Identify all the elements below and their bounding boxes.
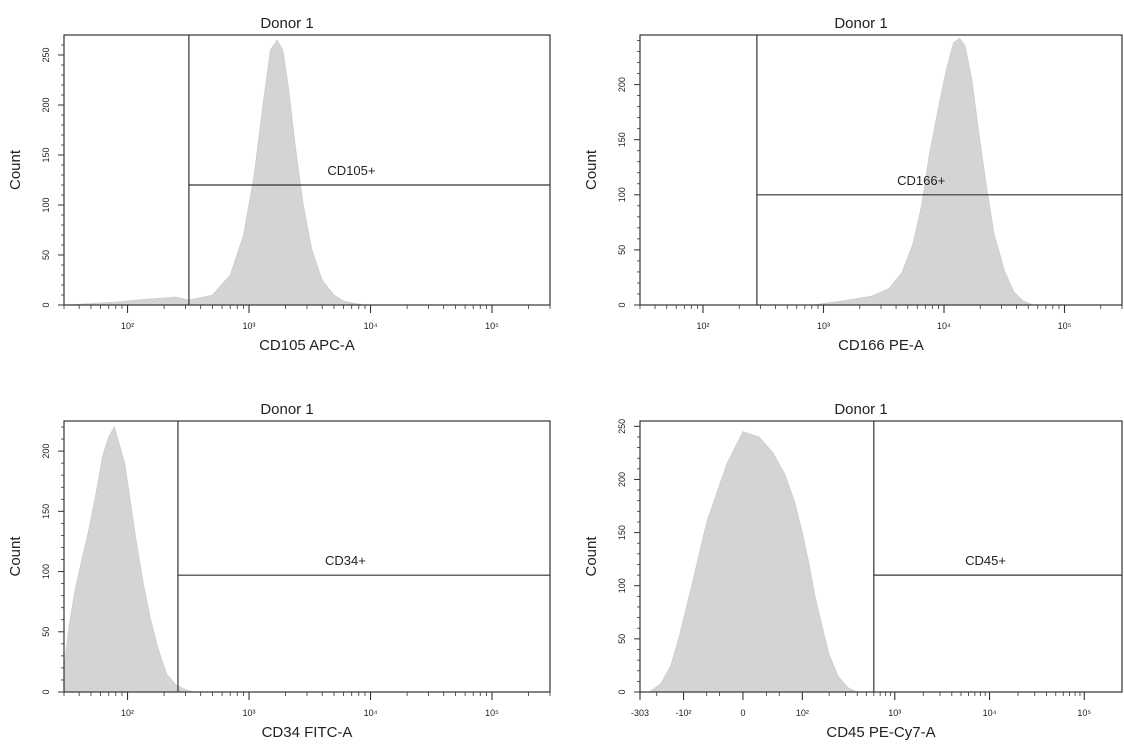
- y-tick-label: 100: [41, 564, 51, 579]
- histogram-panel-1: CD105+ Donor 1 0 50 100 150 200 250 Count 10² 10³ 1…: [7, 15, 551, 354]
- histogram-area: [811, 37, 1034, 306]
- x-axis-title: CD45 PE-Cy7-A: [826, 724, 935, 741]
- x-tick-label: 10³: [243, 708, 256, 718]
- gate-label: CD105+: [327, 163, 375, 178]
- panel-title: Donor 1: [834, 15, 887, 32]
- x-axis-title: CD34 FITC-A: [262, 724, 353, 741]
- x-tick-label: 10³: [243, 321, 256, 331]
- y-tick-label: 100: [617, 578, 627, 593]
- y-tick-label: 50: [41, 250, 51, 260]
- x-tick-label: 10⁴: [983, 708, 997, 718]
- gate-label: CD34+: [325, 553, 366, 568]
- y-axis-title: Count: [7, 536, 24, 577]
- y-axis-title: Count: [7, 149, 24, 190]
- gate-label: CD45+: [965, 553, 1006, 568]
- x-tick-label: 10²: [796, 708, 809, 718]
- histogram-panel-2: CD166+ Donor 1 0 50 100 150 200 Count 10² 10³ 10⁴ 1…: [583, 15, 1123, 354]
- plot-frame: [639, 420, 1123, 693]
- y-tick-label: 100: [617, 187, 627, 202]
- x-tick-label: 10³: [817, 321, 830, 331]
- histogram-area: [63, 426, 194, 693]
- histogram-area: [648, 431, 858, 693]
- x-tick-label: 10²: [696, 321, 709, 331]
- histogram-area: [63, 39, 366, 306]
- y-tick-label: 50: [41, 627, 51, 637]
- x-tick-label: 10⁴: [364, 321, 378, 331]
- x-tick-label: 10⁵: [485, 708, 499, 718]
- x-tick-label: 10²: [121, 708, 134, 718]
- y-tick-label: 250: [617, 419, 627, 434]
- x-tick-label: 10⁴: [937, 321, 951, 331]
- x-axis-title: CD105 APC-A: [259, 337, 355, 354]
- y-tick-label: 0: [617, 689, 627, 694]
- gate-label: CD166+: [897, 173, 945, 188]
- y-tick-label: 50: [617, 634, 627, 644]
- y-tick-label: 150: [41, 504, 51, 519]
- y-tick-label: 150: [617, 132, 627, 147]
- y-tick-label: 0: [617, 302, 627, 307]
- y-tick-label: 0: [41, 689, 51, 694]
- panel-title: Donor 1: [260, 401, 313, 418]
- x-tick-label: 10⁵: [1058, 321, 1072, 331]
- y-tick-label: 200: [41, 97, 51, 112]
- y-tick-label: 150: [41, 147, 51, 162]
- x-tick-label: 10⁵: [485, 321, 499, 331]
- y-axis-title: Count: [583, 536, 600, 577]
- histogram-panel-4: CD45+ Donor 1 0 50 100 150 200 250 Count -303 -10²…: [583, 401, 1123, 741]
- y-tick-label: 200: [617, 77, 627, 92]
- y-tick-label: 200: [617, 472, 627, 487]
- y-axis-title: Count: [583, 149, 600, 190]
- x-tick-label: 10⁵: [1077, 708, 1091, 718]
- y-tick-label: 200: [41, 444, 51, 459]
- y-tick-label: 0: [41, 302, 51, 307]
- x-axis-title: CD166 PE-A: [838, 337, 924, 354]
- plot-frame: [639, 34, 1123, 306]
- panel-title: Donor 1: [834, 401, 887, 418]
- x-tick-label: 10⁴: [364, 708, 378, 718]
- x-tick-label: -303: [631, 708, 649, 718]
- y-tick-label: 150: [617, 525, 627, 540]
- x-tick-label: 10³: [888, 708, 901, 718]
- x-tick-label: 0: [740, 708, 745, 718]
- y-tick-label: 50: [617, 245, 627, 255]
- y-tick-label: 100: [41, 197, 51, 212]
- histogram-panel-3: CD34+ Donor 1 0 50 100 150 200 Count 10² 10³ 10⁴ 10…: [7, 401, 551, 741]
- y-tick-label: 250: [41, 47, 51, 62]
- x-tick-label: -10²: [676, 708, 692, 718]
- panel-title: Donor 1: [260, 15, 313, 32]
- x-tick-label: 10²: [121, 321, 134, 331]
